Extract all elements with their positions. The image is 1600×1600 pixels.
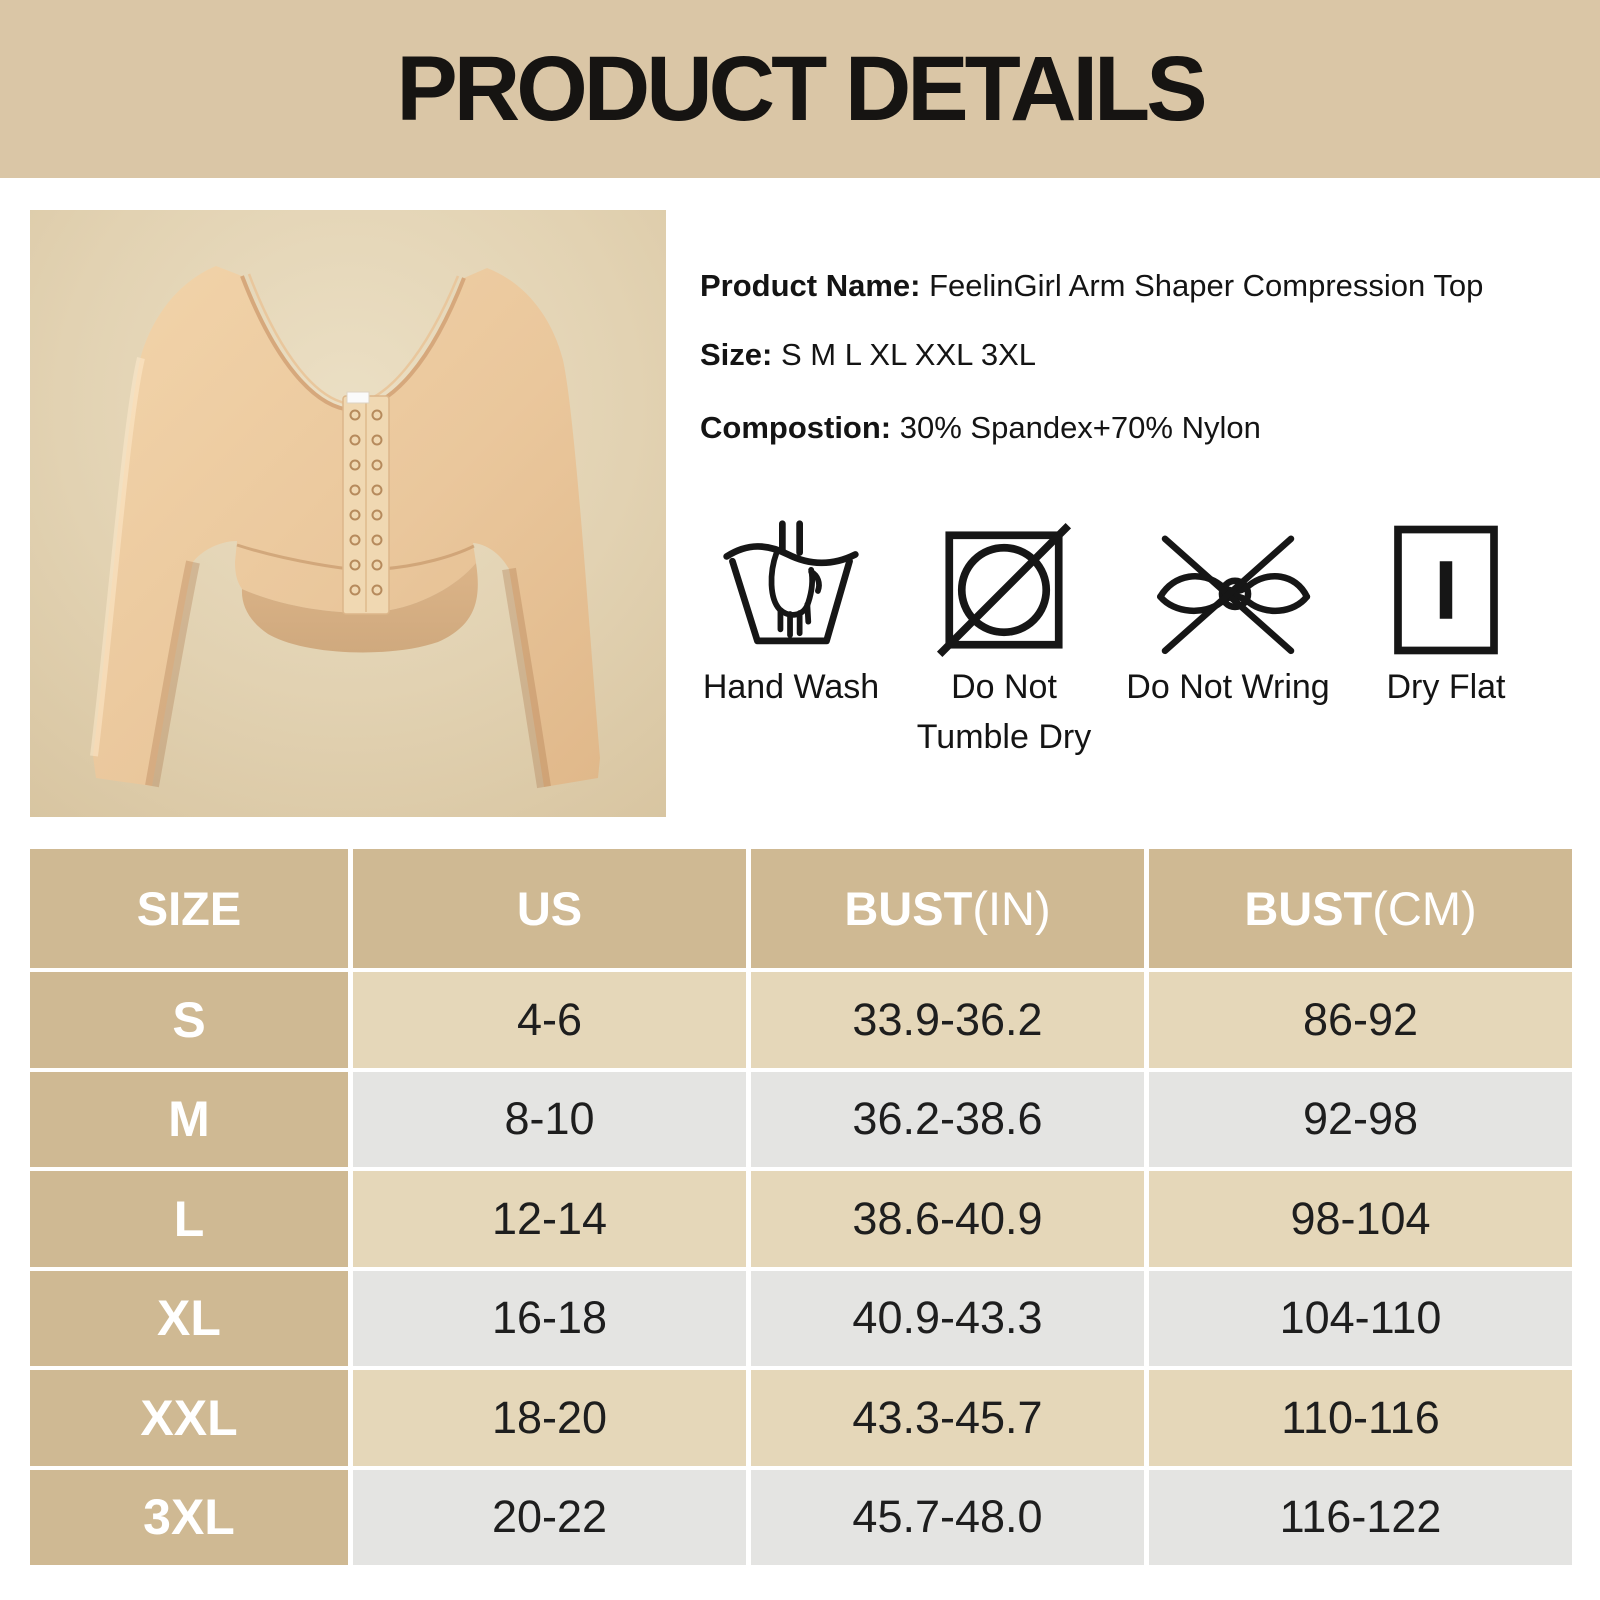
bust-cm-cell: 104-110 [1149,1270,1572,1366]
size-cell: L [30,1171,348,1267]
bust-cm-cell: 92-98 [1149,1071,1572,1167]
bust-cm-cell: 98-104 [1149,1171,1572,1267]
size-cell: XXL [30,1370,348,1466]
column-header-label: US [516,882,583,935]
us-cell: 4-6 [353,972,746,1068]
product-name-value: FeelinGirl Arm Shaper Compression Top [929,268,1484,303]
product-size-value: S M L XL XXL 3XL [780,337,1037,372]
us-cell: 16-18 [353,1270,746,1366]
bust-in-cell: 45.7-48.0 [751,1469,1144,1565]
bust-in-cell: 43.3-45.7 [751,1370,1144,1466]
bust-in-cell: 33.9-36.2 [751,972,1144,1068]
column-header-us: US [353,849,746,968]
bust-cm-cell: 110-116 [1149,1370,1572,1466]
us-cell: 12-14 [353,1171,746,1267]
hand-wash-icon [671,512,911,662]
column-header-suffix: (IN) [972,882,1051,935]
product-composition-line: Compostion: 30% Spandex+70% Nylon [700,410,1261,446]
us-cell: 8-10 [353,1071,746,1167]
size-cell: M [30,1071,348,1167]
garment-tag [346,391,370,404]
size-cell: S [30,972,348,1068]
dry-flat-icon [1326,512,1566,662]
product-name-label: Product Name: [700,268,921,303]
bust-in-cell: 40.9-43.3 [751,1270,1144,1366]
size-table: SIZE US BUST (IN) BUST (CM) S 4-6 33.9-36.2 8… [30,849,1572,1565]
page-title: PRODUCT DETAILS [396,37,1207,140]
arm-shaper-garment-illustration [90,266,600,789]
care-item-hand-wash: Hand Wash [671,512,911,712]
size-cell: 3XL [30,1469,348,1565]
bust-in-cell: 38.6-40.9 [751,1171,1144,1267]
care-label: Do Not [951,668,1057,706]
care-item-dry-flat: Dry Flat [1326,512,1566,712]
us-cell: 20-22 [353,1469,746,1565]
do-not-tumble-dry-icon [884,512,1124,662]
product-name-line: Product Name: FeelinGirl Arm Shaper Comp… [700,268,1483,304]
column-header-label: BUST [844,882,973,935]
column-header-label: BUST [1244,882,1373,935]
care-label: Do Not Wring [1126,668,1330,706]
column-header-bust-cm: BUST (CM) [1149,849,1572,968]
do-not-wring-icon [1108,512,1348,662]
column-header-suffix: (CM) [1372,882,1477,935]
size-cell: XL [30,1270,348,1366]
care-item-do-not-tumble-dry: Do Not Tumble Dry [884,512,1124,762]
column-header-label: SIZE [136,882,242,935]
product-photo [30,210,666,817]
care-item-do-not-wring: Do Not Wring [1108,512,1348,712]
care-label: Dry Flat [1386,668,1506,706]
product-composition-value: 30% Spandex+70% Nylon [899,410,1261,445]
column-header-size: SIZE [30,849,348,968]
care-label: Hand Wash [702,668,880,706]
header-banner: PRODUCT DETAILS [0,0,1600,178]
us-cell: 18-20 [353,1370,746,1466]
bust-in-cell: 36.2-38.6 [751,1071,1144,1167]
column-header-bust-in: BUST (IN) [751,849,1144,968]
product-size-label: Size: [700,337,773,372]
product-composition-label: Compostion: [700,410,892,445]
bust-cm-cell: 116-122 [1149,1469,1572,1565]
product-size-line: Size: S M L XL XXL 3XL [700,337,1036,373]
bust-cm-cell: 86-92 [1149,972,1572,1068]
care-label: Tumble Dry [916,718,1092,756]
